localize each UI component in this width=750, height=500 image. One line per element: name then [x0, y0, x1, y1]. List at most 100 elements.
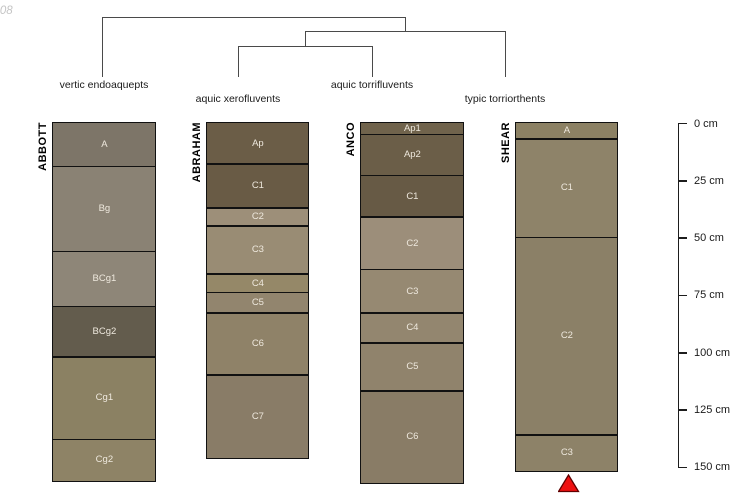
horizon-boundary-line	[361, 312, 464, 315]
horizon-label: C6	[251, 338, 264, 350]
horizon-abraham-c7: C7	[207, 375, 309, 458]
depth-axis-tick	[678, 122, 687, 125]
soil-column-shear: A C1 C2 C3	[515, 121, 619, 473]
dendrogram-segment	[372, 46, 374, 77]
depth-axis-tick	[678, 294, 687, 297]
horizon-abraham-ap: Ap	[207, 122, 309, 165]
horizon-boundary-line	[53, 356, 156, 358]
classification-label-anco: aquic torrifluvents	[330, 79, 414, 91]
horizon-label: C3	[560, 447, 573, 459]
horizon-abraham-c2: C2	[207, 207, 309, 227]
soil-column-abbott: A Bg BCg1 BCg2 Cg1 Cg2	[52, 121, 157, 482]
horizon-boundary-line	[361, 216, 464, 218]
series-name-abraham: ABRAHAM	[191, 122, 203, 183]
depth-axis-tick	[678, 466, 687, 469]
horizon-label: C3	[251, 244, 264, 256]
soil-column-abraham: Ap C1 C2 C3 C4 C5 C6 C7	[206, 121, 310, 459]
horizon-boundary-line	[361, 133, 464, 136]
horizon-abraham-c1: C1	[207, 164, 309, 208]
horizon-label: BCg2	[92, 325, 117, 337]
series-name-shear: SHEAR	[500, 122, 512, 164]
depth-axis-tick	[678, 180, 687, 182]
horizon-boundary-line	[207, 163, 309, 165]
classification-label-abbott: vertic endoaquepts	[59, 79, 149, 91]
horizon-abraham-c6: C6	[207, 313, 309, 376]
dendrogram-segment	[505, 31, 507, 77]
horizon-label: C1	[251, 180, 264, 192]
horizon-label: C6	[406, 431, 419, 443]
dendrogram-segment	[305, 31, 505, 33]
dendrogram-segment	[102, 17, 405, 19]
horizon-shear-a: A	[516, 122, 618, 139]
horizon-label: Ap1	[403, 122, 421, 134]
horizon-boundary-line	[361, 174, 464, 177]
horizon-anco-ap2: Ap2	[361, 134, 464, 176]
series-name-abbott: ABBOTT	[37, 122, 49, 171]
series-name-anco: ANCO	[345, 122, 357, 157]
depth-axis-tick	[678, 409, 687, 411]
depth-axis-tick-label: 100 cm	[694, 346, 731, 359]
horizon-boundary-line	[207, 273, 309, 276]
horizon-anco-c2: C2	[361, 216, 464, 270]
horizon-anco-c5: C5	[361, 343, 464, 392]
horizon-label: C2	[406, 237, 419, 249]
horizon-abbott-bg: Bg	[53, 166, 156, 252]
horizon-label: C3	[406, 285, 419, 297]
dendrogram-segment	[238, 46, 240, 77]
horizon-label: A	[101, 138, 108, 150]
horizon-abraham-c5: C5	[207, 292, 309, 314]
horizon-label: C4	[406, 322, 419, 334]
depth-axis-tick-label: 50 cm	[694, 232, 724, 245]
depth-axis-tick-label: 125 cm	[694, 404, 731, 417]
horizon-shear-c3: C3	[516, 434, 618, 472]
depth-axis-tick	[678, 352, 687, 354]
classification-label-shear: typic torriorthents	[464, 93, 546, 105]
horizon-label: Ap2	[403, 149, 421, 161]
dendrogram-segment	[305, 31, 307, 46]
horizon-anco-c6: C6	[361, 391, 464, 483]
horizon-anco-c3: C3	[361, 269, 464, 314]
horizon-shear-c1: C1	[516, 138, 618, 238]
horizon-anco-ap1: Ap1	[361, 122, 464, 135]
depth-axis-tick-label: 150 cm	[694, 461, 731, 474]
horizon-abraham-c3: C3	[207, 226, 309, 275]
horizon-label: C4	[251, 277, 264, 289]
horizon-label: C2	[251, 211, 264, 223]
horizon-label: Bg	[98, 203, 111, 215]
horizon-anco-c1: C1	[361, 175, 464, 217]
horizon-abraham-c4: C4	[207, 274, 309, 293]
horizon-boundary-line	[361, 268, 464, 271]
soil-column-anco: Ap1 Ap2 C1 C2 C3 C4 C5 C6	[360, 121, 465, 484]
horizon-label: A	[563, 125, 571, 137]
horizon-boundary-line	[53, 165, 156, 168]
depth-axis-tick-label: 75 cm	[694, 289, 724, 302]
horizon-abbott-bcg2: BCg2	[53, 306, 156, 357]
horizon-label: BCg1	[92, 273, 117, 285]
horizon-boundary-line	[53, 250, 156, 253]
dendrogram-segment	[238, 46, 372, 48]
horizon-boundary-line	[53, 305, 156, 308]
horizon-label: Ap	[252, 137, 264, 149]
horizon-boundary-line	[207, 206, 309, 209]
horizon-label: C1	[560, 182, 573, 194]
horizon-boundary-line	[207, 225, 309, 227]
horizon-label: C1	[406, 190, 419, 202]
horizon-boundary-line	[207, 291, 309, 294]
horizon-anco-c4: C4	[361, 313, 464, 344]
horizon-label: Cg2	[95, 454, 114, 466]
classification-label-abraham: aquic xerofluvents	[195, 93, 281, 105]
horizon-abbott-bcg1: BCg1	[53, 251, 156, 307]
horizon-boundary-line	[207, 374, 309, 376]
horizon-abbott-cg2: Cg2	[53, 439, 156, 481]
depth-axis-tick	[678, 237, 687, 239]
horizon-abbott-a: A	[53, 122, 156, 167]
watermark-text: -08	[0, 5, 13, 17]
dendrogram-segment	[102, 17, 104, 77]
horizon-boundary-line	[516, 433, 618, 436]
red-triangle-marker-icon	[557, 474, 580, 493]
horizon-boundary-line	[361, 342, 464, 344]
horizon-boundary-line	[516, 236, 618, 239]
horizon-boundary-line	[361, 390, 464, 392]
horizon-label: C2	[560, 330, 573, 342]
